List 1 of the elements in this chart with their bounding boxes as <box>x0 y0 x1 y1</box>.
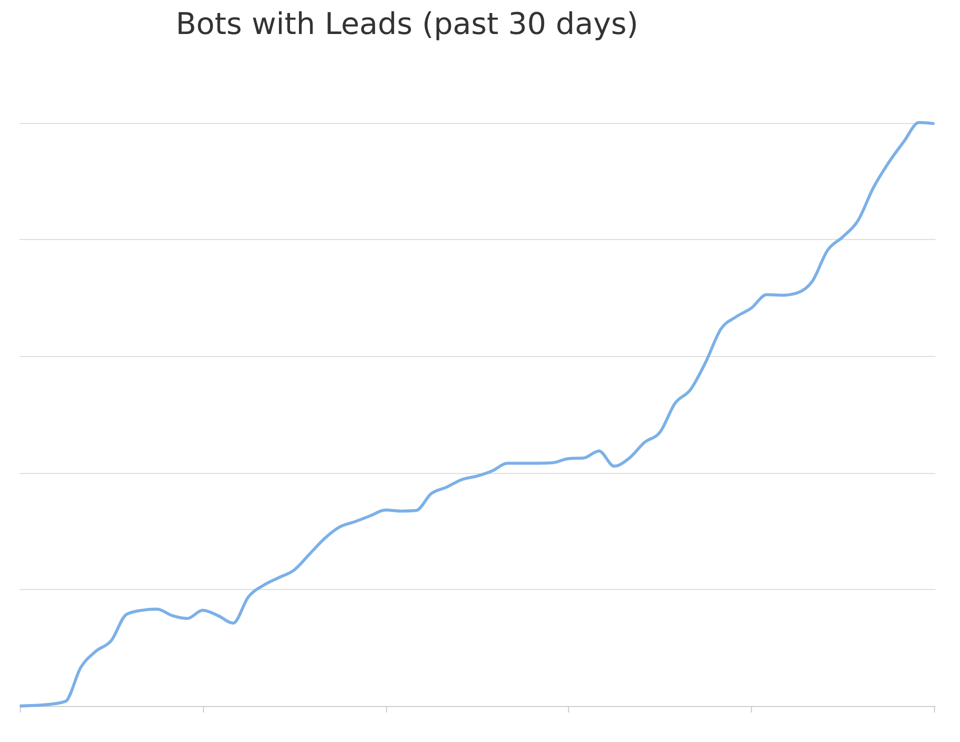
chart-title: Bots with Leads (past 30 days) <box>176 7 638 42</box>
